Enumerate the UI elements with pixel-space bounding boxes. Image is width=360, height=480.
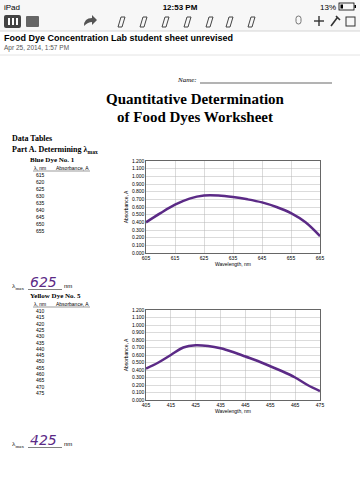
svg-text:Absorbance, A: Absorbance, A	[123, 338, 129, 371]
svg-text:Yellow Dye No. 5: Yellow Dye No. 5	[30, 292, 81, 300]
svg-text:430: 430	[36, 333, 45, 339]
svg-text:nm: nm	[64, 283, 72, 289]
svg-text:620: 620	[36, 179, 45, 185]
svg-text:0.700: 0.700	[132, 196, 145, 202]
svg-text:0.800: 0.800	[132, 337, 145, 343]
svg-text:λ, nm: λ, nm	[34, 165, 46, 171]
svg-text:Name:: Name:	[177, 76, 197, 84]
svg-text:415: 415	[167, 402, 176, 408]
svg-text:λmax: λmax	[12, 440, 24, 449]
svg-text:0.900: 0.900	[132, 329, 145, 335]
svg-text:435: 435	[36, 340, 45, 346]
svg-text:455: 455	[36, 365, 45, 371]
svg-text:475: 475	[36, 390, 45, 396]
svg-text:Wavelength, nm: Wavelength, nm	[215, 261, 251, 267]
svg-text:465: 465	[36, 377, 45, 383]
svg-text:0.200: 0.200	[132, 234, 145, 240]
svg-text:1.000: 1.000	[132, 322, 145, 328]
svg-text:Data Tables: Data Tables	[12, 134, 52, 143]
svg-text:615: 615	[36, 172, 45, 178]
svg-text:625: 625	[36, 186, 45, 192]
svg-text:450: 450	[36, 358, 45, 364]
svg-text:Absorbance, A: Absorbance, A	[56, 301, 89, 307]
svg-text:470: 470	[36, 384, 45, 390]
svg-text:0.500: 0.500	[132, 359, 145, 365]
svg-text:nm: nm	[64, 441, 72, 447]
svg-text:655: 655	[36, 228, 45, 234]
svg-text:650: 650	[36, 221, 45, 227]
svg-text:Absorbance, A: Absorbance, A	[123, 190, 129, 223]
svg-text:1.200: 1.200	[132, 158, 145, 164]
svg-text:0.100: 0.100	[132, 389, 145, 395]
svg-text:0.600: 0.600	[132, 204, 145, 210]
svg-text:0.000: 0.000	[132, 397, 145, 403]
svg-text:635: 635	[36, 200, 45, 206]
svg-text:λmax: λmax	[12, 282, 24, 291]
svg-text:635: 635	[229, 255, 238, 261]
svg-text:12:53 PM: 12:53 PM	[163, 3, 198, 12]
svg-text:655: 655	[287, 255, 296, 261]
svg-text:iPad: iPad	[4, 3, 20, 12]
svg-text:425: 425	[192, 402, 201, 408]
svg-text:Absorbance, A: Absorbance, A	[56, 165, 89, 171]
svg-text:Part A. Determining λmax: Part A. Determining λmax	[12, 145, 98, 155]
svg-text:0.000: 0.000	[132, 250, 145, 256]
svg-text:0.100: 0.100	[132, 242, 145, 248]
svg-text:645: 645	[258, 255, 267, 261]
svg-text:425: 425	[30, 432, 57, 448]
svg-text:1.000: 1.000	[132, 173, 145, 179]
svg-text:0.600: 0.600	[132, 352, 145, 358]
svg-text:460: 460	[36, 371, 45, 377]
svg-text:0.400: 0.400	[132, 367, 145, 373]
svg-text:445: 445	[36, 352, 45, 358]
svg-text:Food Dye Concentration Lab stu: Food Dye Concentration Lab student sheet…	[4, 33, 233, 43]
svg-text:0.300: 0.300	[132, 227, 145, 233]
svg-text:0.800: 0.800	[132, 188, 145, 194]
svg-text:Blue Dye No. 1: Blue Dye No. 1	[30, 156, 75, 164]
svg-text:0.300: 0.300	[132, 374, 145, 380]
svg-text:1.100: 1.100	[132, 165, 145, 171]
svg-text:405: 405	[142, 402, 151, 408]
svg-text:0.700: 0.700	[132, 344, 145, 350]
svg-text:13%: 13%	[320, 3, 336, 12]
svg-text:Quantitative Determination: Quantitative Determination	[106, 91, 285, 107]
svg-text:445: 445	[241, 402, 250, 408]
svg-text:665: 665	[316, 255, 325, 261]
svg-text:415: 415	[36, 314, 45, 320]
svg-text:420: 420	[36, 321, 45, 327]
svg-text:465: 465	[291, 402, 300, 408]
svg-text:1.200: 1.200	[132, 307, 145, 313]
svg-text:Apr 25, 2014, 1:57 PM: Apr 25, 2014, 1:57 PM	[4, 44, 69, 52]
svg-text:645: 645	[36, 214, 45, 220]
svg-text:Wavelength, nm: Wavelength, nm	[215, 408, 251, 414]
svg-text:625: 625	[200, 255, 209, 261]
svg-text:625: 625	[30, 274, 57, 290]
svg-text:640: 640	[36, 207, 45, 213]
svg-text:0.500: 0.500	[132, 211, 145, 217]
svg-text:435: 435	[216, 402, 225, 408]
svg-text:0.400: 0.400	[132, 219, 145, 225]
svg-text:410: 410	[36, 308, 45, 314]
svg-text:1.100: 1.100	[132, 314, 145, 320]
svg-text:455: 455	[266, 402, 275, 408]
svg-text:440: 440	[36, 346, 45, 352]
svg-text:0.900: 0.900	[132, 181, 145, 187]
svg-text:630: 630	[36, 193, 45, 199]
svg-text:605: 605	[142, 255, 151, 261]
svg-text:425: 425	[36, 327, 45, 333]
svg-text:475: 475	[316, 402, 325, 408]
svg-text:λ, nm: λ, nm	[34, 301, 46, 307]
svg-text:615: 615	[171, 255, 180, 261]
svg-text:of Food Dyes Worksheet: of Food Dyes Worksheet	[117, 109, 273, 125]
svg-text:0.200: 0.200	[132, 382, 145, 388]
